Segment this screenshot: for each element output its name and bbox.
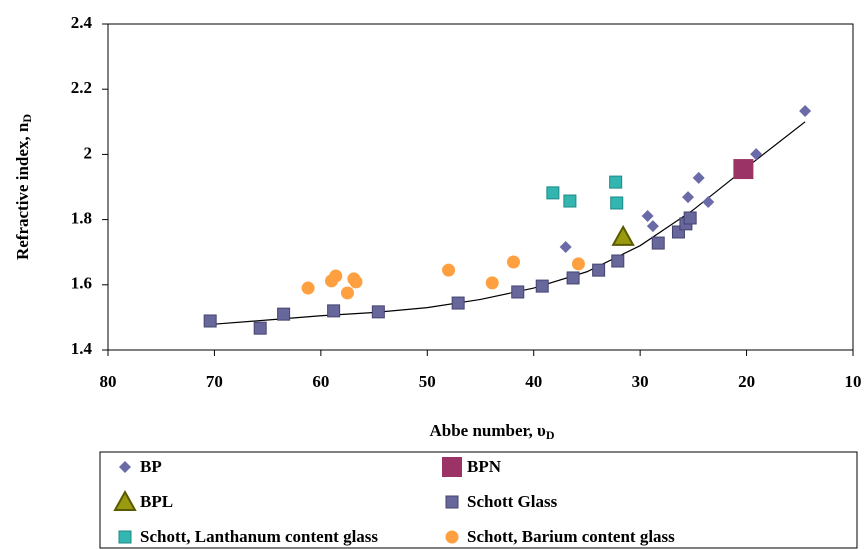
legend-label: Schott, Barium content glass (467, 527, 675, 546)
data-point (451, 296, 465, 310)
data-point (485, 276, 499, 290)
x-tick-label: 30 (632, 372, 649, 391)
legend-frame (99, 451, 858, 549)
y-tick-label: 1.6 (71, 274, 92, 293)
legend-label: BPL (140, 492, 173, 511)
data-point (641, 210, 654, 223)
x-tick-label: 40 (525, 372, 542, 391)
y-axis-label-main: Refractive index, n (13, 122, 32, 260)
y-tick-label: 2 (84, 143, 93, 162)
data-point (329, 269, 343, 283)
data-point (546, 186, 560, 200)
data-point (609, 175, 623, 189)
data-point (559, 240, 572, 253)
y-axis-label: Refractive index, nD (13, 114, 34, 260)
data-point (651, 236, 665, 250)
legend-marker (445, 495, 459, 509)
data-point (592, 263, 606, 277)
data-point (277, 307, 291, 321)
data-point (511, 285, 525, 299)
data-point (253, 321, 267, 335)
data-point (692, 171, 705, 184)
y-tick-label: 2.4 (71, 13, 93, 32)
data-point (733, 159, 754, 180)
data-point (646, 220, 659, 233)
legend-label: BP (140, 457, 162, 476)
data-point (611, 254, 625, 268)
data-point (442, 263, 456, 277)
legend-marker (119, 461, 131, 473)
y-tick-label: 1.4 (71, 339, 93, 358)
legend-marker (445, 530, 459, 544)
data-point (799, 105, 812, 118)
legend-label: BPN (467, 457, 502, 476)
data-point (327, 304, 341, 318)
data-point (506, 255, 520, 269)
data-point (349, 275, 363, 289)
x-axis-label-sub: D (546, 428, 555, 442)
data-point (371, 305, 385, 319)
data-point (750, 148, 763, 161)
data-point (203, 314, 217, 328)
data-point (566, 271, 580, 285)
x-tick-label: 50 (419, 372, 436, 391)
legend-marker (118, 530, 132, 544)
plot-frame (107, 23, 854, 351)
x-tick-label: 60 (312, 372, 329, 391)
trend-line (209, 121, 806, 326)
y-axis-label-sub: D (20, 114, 34, 123)
data-point (611, 224, 635, 246)
legend-label: Schott, Lanthanum content glass (140, 527, 378, 546)
x-axis-label: Abbe number, υD (429, 421, 554, 442)
data-point (683, 211, 697, 225)
legend-marker (113, 489, 137, 511)
x-tick-label: 70 (206, 372, 223, 391)
y-tick-label: 2.2 (71, 78, 92, 97)
data-point (340, 286, 354, 300)
data-point (301, 281, 315, 295)
legend-label: Schott Glass (467, 492, 558, 511)
data-point (563, 194, 577, 208)
legend-marker (442, 457, 462, 477)
x-tick-label: 20 (738, 372, 755, 391)
x-tick-label: 10 (845, 372, 862, 391)
data-point (702, 195, 715, 208)
data-point (571, 257, 585, 271)
y-tick-label: 1.8 (71, 209, 92, 228)
data-point (682, 191, 695, 204)
x-tick-label: 80 (100, 372, 117, 391)
x-axis-label-main: Abbe number, υ (429, 421, 546, 440)
data-point (610, 196, 624, 210)
data-point (535, 279, 549, 293)
